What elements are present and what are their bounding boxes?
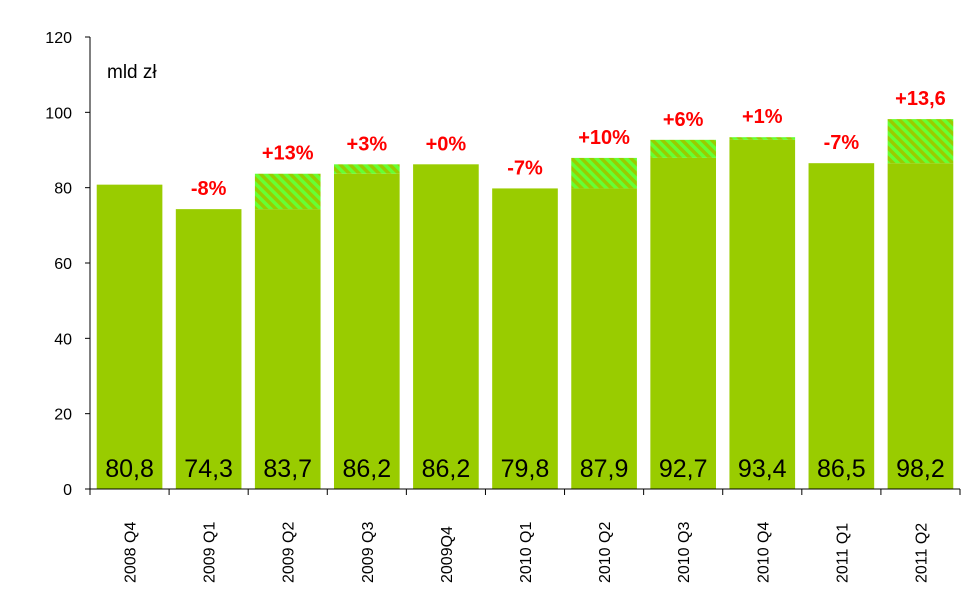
bar-7 xyxy=(650,157,717,489)
bar-0 xyxy=(96,184,163,490)
bar-increase-6 xyxy=(571,157,637,189)
x-tick-label-6: 2010 Q2 xyxy=(597,522,614,583)
x-tick-label-7: 2010 Q3 xyxy=(676,522,693,583)
bar-increase-2 xyxy=(254,173,321,210)
y-tick-label-0: 0 xyxy=(63,482,72,499)
bar-increase-10 xyxy=(887,119,954,164)
y-tick-label-1: 20 xyxy=(54,407,72,424)
value-label-3: 86,2 xyxy=(342,455,391,483)
value-label-8: 93,4 xyxy=(738,455,787,483)
x-tick-label-3: 2009 Q3 xyxy=(360,522,377,583)
x-tick-label-8: 2010 Q4 xyxy=(755,522,772,583)
value-label-2: 83,7 xyxy=(263,455,312,483)
x-tick-label-4: 2009Q4 xyxy=(439,526,456,583)
value-label-6: 87,9 xyxy=(580,455,629,483)
y-tick-label-3: 60 xyxy=(54,256,72,273)
x-tick-label-9: 2011 Q1 xyxy=(834,523,851,583)
x-tick-label-5: 2010 Q1 xyxy=(518,522,535,583)
bar-1 xyxy=(175,209,242,490)
change-label-1: -8% xyxy=(191,178,227,200)
bar-5 xyxy=(492,188,558,490)
y-tick-label-4: 80 xyxy=(54,181,72,198)
bar-increase-7 xyxy=(650,139,717,158)
bar-9 xyxy=(808,163,875,489)
labels-layer: 80,8 2008 Q4 74,3 -8% 2009 Q1 83,7 +13% 2009 Q2… xyxy=(105,88,946,583)
bar-6 xyxy=(571,188,637,490)
change-label-7: +6% xyxy=(663,109,704,131)
bar-increase-3 xyxy=(333,164,400,174)
change-label-6: +10% xyxy=(578,127,630,149)
change-label-5: -7% xyxy=(507,157,543,179)
value-label-1: 74,3 xyxy=(184,455,233,483)
value-label-10: 98,2 xyxy=(896,455,945,483)
value-label-9: 86,5 xyxy=(817,455,866,483)
value-label-0: 80,8 xyxy=(105,455,154,483)
bar-4 xyxy=(413,164,479,489)
unit-label: mld zł xyxy=(107,62,157,83)
value-label-4: 86,2 xyxy=(422,455,471,483)
change-label-9: -7% xyxy=(824,132,860,154)
change-label-10: +13,6 xyxy=(895,88,946,110)
x-tick-label-0: 2008 Q4 xyxy=(123,522,140,583)
y-tick-label-6: 120 xyxy=(45,30,72,47)
bar-10 xyxy=(887,163,954,489)
change-label-8: +1% xyxy=(742,106,783,128)
change-label-2: +13% xyxy=(262,143,314,165)
bar-increase-8 xyxy=(729,137,796,140)
value-label-5: 79,8 xyxy=(501,455,550,483)
bar-3 xyxy=(333,173,400,490)
change-label-4: +0% xyxy=(426,133,467,155)
change-label-3: +3% xyxy=(347,133,388,155)
y-tick-label-2: 40 xyxy=(54,331,72,348)
bars-layer xyxy=(96,119,954,490)
bar-2 xyxy=(254,209,321,490)
x-tick-label-1: 2009 Q1 xyxy=(202,522,219,583)
x-tick-label-2: 2009 Q2 xyxy=(281,522,298,583)
bar-8 xyxy=(729,139,796,489)
axes-layer: 0 20 40 60 80 100 120 xyxy=(45,30,961,499)
value-label-7: 92,7 xyxy=(659,455,708,483)
x-tick-label-10: 2011 Q2 xyxy=(913,523,930,583)
y-tick-label-5: 100 xyxy=(45,105,72,122)
